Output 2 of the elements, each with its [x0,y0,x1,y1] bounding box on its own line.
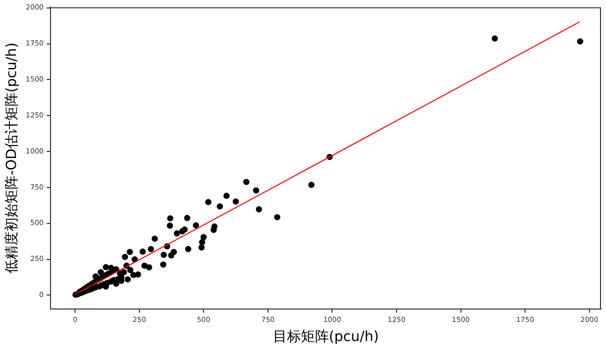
x-axis-title: 目标矩阵(pcu/h) [272,329,379,346]
y-axis-title: 低精度初始矩阵-OD估计矩阵(pcu/h) [4,42,20,274]
